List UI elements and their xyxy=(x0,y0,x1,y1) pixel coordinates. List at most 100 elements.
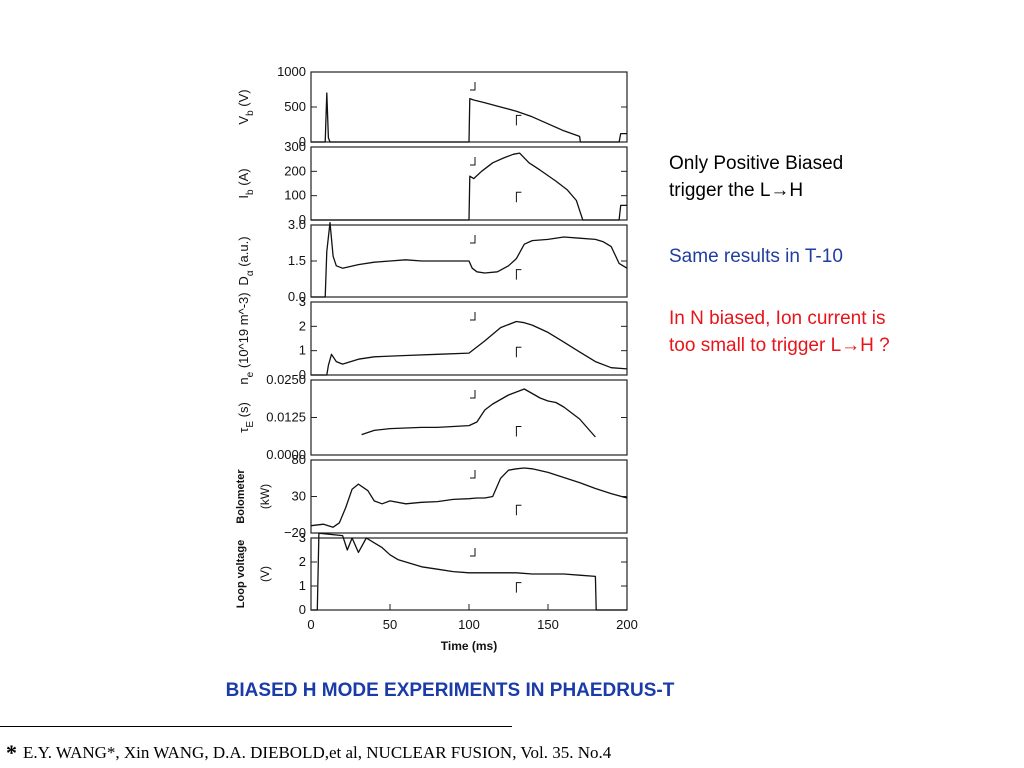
y-tick-label: 3 xyxy=(299,530,306,545)
x-axis: 0 50 100 150 200 Time (ms) xyxy=(307,604,638,653)
y-tick-label: 2 xyxy=(299,318,306,333)
marker-100ms xyxy=(470,548,476,557)
y-axis-label-unit: (V) xyxy=(258,566,272,582)
y-tick-label: 0.0125 xyxy=(266,410,306,425)
panel-da: 0.0 1.5 3.0 Dα (a.u.) xyxy=(236,217,628,304)
panel-frame xyxy=(310,537,628,611)
y-tick-label: 80 xyxy=(292,452,306,467)
y-tick-label: 0.0000 xyxy=(266,447,306,462)
y-axis-label-unit: (a.u.) xyxy=(236,236,251,270)
series-line-ib xyxy=(311,152,627,221)
y-tick-label: 0 xyxy=(299,367,306,382)
marker-130ms xyxy=(515,191,522,203)
panel-loop: 0 1 2 3 Loop voltage (V) xyxy=(235,530,628,617)
y-tick-label: 3.0 xyxy=(288,217,306,232)
y-tick-label: 2 xyxy=(299,554,306,569)
y-axis-label-unit: (kW) xyxy=(258,484,272,509)
y-axis-label-unit: (A) xyxy=(236,168,251,189)
x-tick-label: 0 xyxy=(307,617,314,632)
note-n-biased: In N biased, Ion current is too small to… xyxy=(669,305,890,359)
citation-star: * xyxy=(6,740,17,765)
citation: * E.Y. WANG*, Xin WANG, D.A. DIEBOLD,et a… xyxy=(6,740,611,766)
y-axis-label-main: Bolometer xyxy=(235,469,247,524)
y-tick-label: 0 xyxy=(299,134,306,149)
y-axis-label: Ib (A) xyxy=(236,168,256,198)
marker-130ms xyxy=(515,269,522,280)
panel-frame xyxy=(310,459,628,534)
y-axis-label-unit: (10^19 m^-3) xyxy=(236,292,251,371)
series-line-te xyxy=(361,388,596,438)
y-axis-label: ne (10^19 m^-3) xyxy=(236,292,256,384)
marker-100ms xyxy=(470,235,476,244)
x-tick-label: 100 xyxy=(458,617,480,632)
note-same-results: Same results in T-10 xyxy=(669,246,843,267)
note-line-2-end: H xyxy=(789,180,804,201)
y-tick-label: 1 xyxy=(299,578,306,593)
note-nb-line-1: In N biased, Ion current is xyxy=(669,308,886,329)
y-tick-label: 500 xyxy=(284,99,306,114)
y-tick-label: 0.0 xyxy=(288,289,306,304)
y-tick-label: 1.5 xyxy=(288,253,306,268)
y-axis-label-main: n xyxy=(236,377,251,384)
y-tick-label: 30 xyxy=(292,489,306,504)
citation-text: E.Y. WANG*, Xin WANG, D.A. DIEBOLD,et al… xyxy=(23,743,612,762)
note-line-1: Only Positive Biased xyxy=(669,153,844,174)
series-line-bolo xyxy=(310,467,628,528)
y-axis-label: Dα (a.u.) xyxy=(236,236,256,285)
x-tick-label: 200 xyxy=(616,617,638,632)
y-tick-label: 200 xyxy=(284,163,306,178)
note-nb-line-2-text: too small to trigger L xyxy=(669,335,842,356)
y-axis-label-main: τ xyxy=(236,427,251,433)
marker-130ms xyxy=(515,504,522,516)
marker-100ms xyxy=(470,470,476,479)
y-axis-label-unit: (V) xyxy=(236,89,251,110)
panel-vb: 0 500 1000 Vb (V) xyxy=(236,64,628,149)
note-line-2-text: trigger the L xyxy=(669,180,771,201)
marker-130ms xyxy=(515,114,522,126)
note-line-2: trigger the L→H xyxy=(669,177,843,204)
panel-bolo: −20 30 80 Bolometer (kW) xyxy=(235,452,628,540)
y-tick-label: 1 xyxy=(299,343,306,358)
x-tick-label: 150 xyxy=(537,617,559,632)
y-tick-label: 1000 xyxy=(277,64,306,79)
y-tick-label: 0 xyxy=(299,602,306,617)
y-tick-label: 300 xyxy=(284,139,306,154)
arrow-icon: → xyxy=(770,180,790,201)
footer-divider xyxy=(0,726,512,727)
y-tick-label: −20 xyxy=(284,525,306,540)
panel-ib: 0 100 200 300 Ib (A) xyxy=(236,139,628,227)
y-axis-label-sub: E xyxy=(245,421,256,428)
y-tick-label: 0.0250 xyxy=(266,372,306,387)
marker-100ms xyxy=(470,157,476,166)
note-nb-line-2-end: H ? xyxy=(860,335,890,356)
y-axis-label-unit: (s) xyxy=(236,402,251,421)
y-axis-label: Loop voltage xyxy=(235,540,247,608)
panel-ne: 0 1 2 3 ne (10^19 m^-3) xyxy=(236,292,628,385)
y-tick-label: 100 xyxy=(284,188,306,203)
y-axis-label-sub: e xyxy=(245,371,256,377)
arrow-icon: → xyxy=(841,335,861,356)
y-tick-label: 3 xyxy=(299,294,306,309)
y-axis-label-sub: α xyxy=(245,270,256,276)
y-axis-label-sub: b xyxy=(245,110,256,116)
y-axis-label-main: I xyxy=(236,195,251,199)
slide-title: BIASED H MODE EXPERIMENTS IN PHAEDRUS-T xyxy=(225,680,675,701)
y-axis-label: Bolometer xyxy=(235,469,247,524)
marker-130ms xyxy=(515,426,522,437)
y-axis-label-sub: b xyxy=(245,189,256,195)
marker-130ms xyxy=(515,346,522,358)
series-line-vb xyxy=(311,92,627,143)
panel-frame xyxy=(310,301,628,376)
x-tick-label: 50 xyxy=(383,617,397,632)
note-positive-biased: Only Positive Biased trigger the L→H xyxy=(669,150,843,204)
panel-frame xyxy=(310,379,628,456)
y-axis-label-main: Loop voltage xyxy=(235,540,247,608)
series-line-loop xyxy=(311,532,627,611)
y-axis-label: Vb (V) xyxy=(236,89,256,124)
y-tick-label: 0 xyxy=(299,212,306,227)
series-line-da xyxy=(311,221,628,298)
x-axis-label: Time (ms) xyxy=(441,639,497,653)
panel-te: 0.0000 0.0125 0.0250 τE (s) xyxy=(236,372,628,462)
